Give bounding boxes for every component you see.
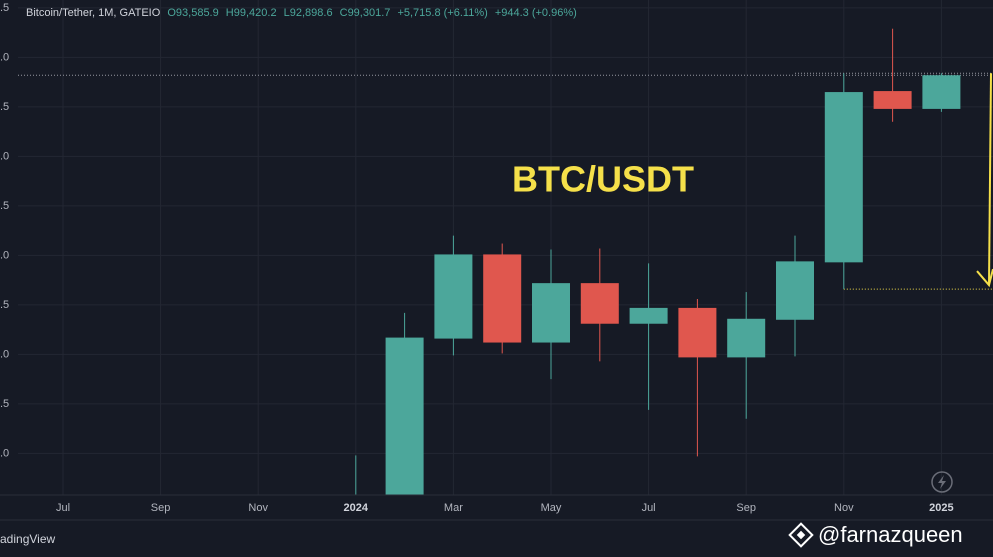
x-tick-label: 2025 bbox=[929, 502, 953, 514]
y-tick-label: .5 bbox=[0, 398, 9, 410]
watermark: @farnazqueen bbox=[818, 522, 963, 547]
y-tick-label: .0 bbox=[0, 51, 9, 63]
y-tick-label: .0 bbox=[0, 150, 9, 162]
y-tick-label: .0 bbox=[0, 249, 9, 261]
close: C99,301.7 bbox=[340, 7, 391, 19]
x-tick-label: Jul bbox=[642, 502, 656, 514]
x-axis: Jul Sep Nov 2024 Mar May Jul Sep Nov 2025 bbox=[56, 502, 954, 514]
candle-body bbox=[629, 307, 668, 324]
x-tick-label: Sep bbox=[151, 502, 171, 514]
candle-body bbox=[434, 254, 473, 339]
symbol: Bitcoin/Tether, 1M, GATEIO bbox=[26, 7, 161, 19]
x-tick-label: May bbox=[541, 502, 562, 514]
y-axis: .0 .5 .0 .5 .0 .5 .0 .5 .0 .5 bbox=[0, 2, 9, 460]
candle-body bbox=[727, 318, 766, 358]
candles bbox=[355, 28, 961, 495]
low: L92,898.6 bbox=[284, 7, 333, 19]
y-tick-label: .5 bbox=[0, 299, 9, 311]
arrow-line bbox=[988, 73, 992, 286]
candle-body bbox=[678, 307, 717, 358]
candle-body bbox=[580, 283, 619, 324]
y-tick-label: .0 bbox=[0, 447, 9, 459]
change2: +944.3 (+0.96%) bbox=[495, 7, 577, 19]
open: O93,585.9 bbox=[167, 7, 218, 19]
y-tick-label: .0 bbox=[0, 348, 9, 360]
brand: adingView bbox=[0, 532, 55, 546]
x-tick-label: Nov bbox=[834, 502, 854, 514]
arrow-head bbox=[976, 268, 993, 288]
candle-body bbox=[873, 91, 912, 109]
x-tick-label: Mar bbox=[444, 502, 463, 514]
x-tick-label: 2024 bbox=[344, 502, 369, 514]
x-tick-label: Jul bbox=[56, 502, 70, 514]
y-tick-label: .5 bbox=[0, 101, 9, 113]
high: H99,420.2 bbox=[226, 7, 277, 19]
y-tick-label: .5 bbox=[0, 2, 9, 14]
flash-icon bbox=[931, 471, 953, 493]
candle-body bbox=[776, 261, 814, 320]
levels bbox=[18, 72, 993, 290]
x-tick-label: Nov bbox=[248, 502, 268, 514]
change: +5,715.8 (+6.11%) bbox=[397, 7, 487, 19]
candle-body bbox=[824, 92, 863, 263]
x-tick-label: Sep bbox=[736, 502, 756, 514]
candle-body bbox=[532, 283, 570, 343]
candle-body bbox=[483, 254, 522, 343]
annotation: BTC/USDT bbox=[512, 159, 694, 200]
header: Bitcoin/Tether, 1M, GATEIO O93,585.9 H99… bbox=[26, 7, 577, 19]
candle-body bbox=[922, 75, 961, 109]
y-tick-label: .5 bbox=[0, 200, 9, 212]
candle-body bbox=[385, 337, 424, 495]
